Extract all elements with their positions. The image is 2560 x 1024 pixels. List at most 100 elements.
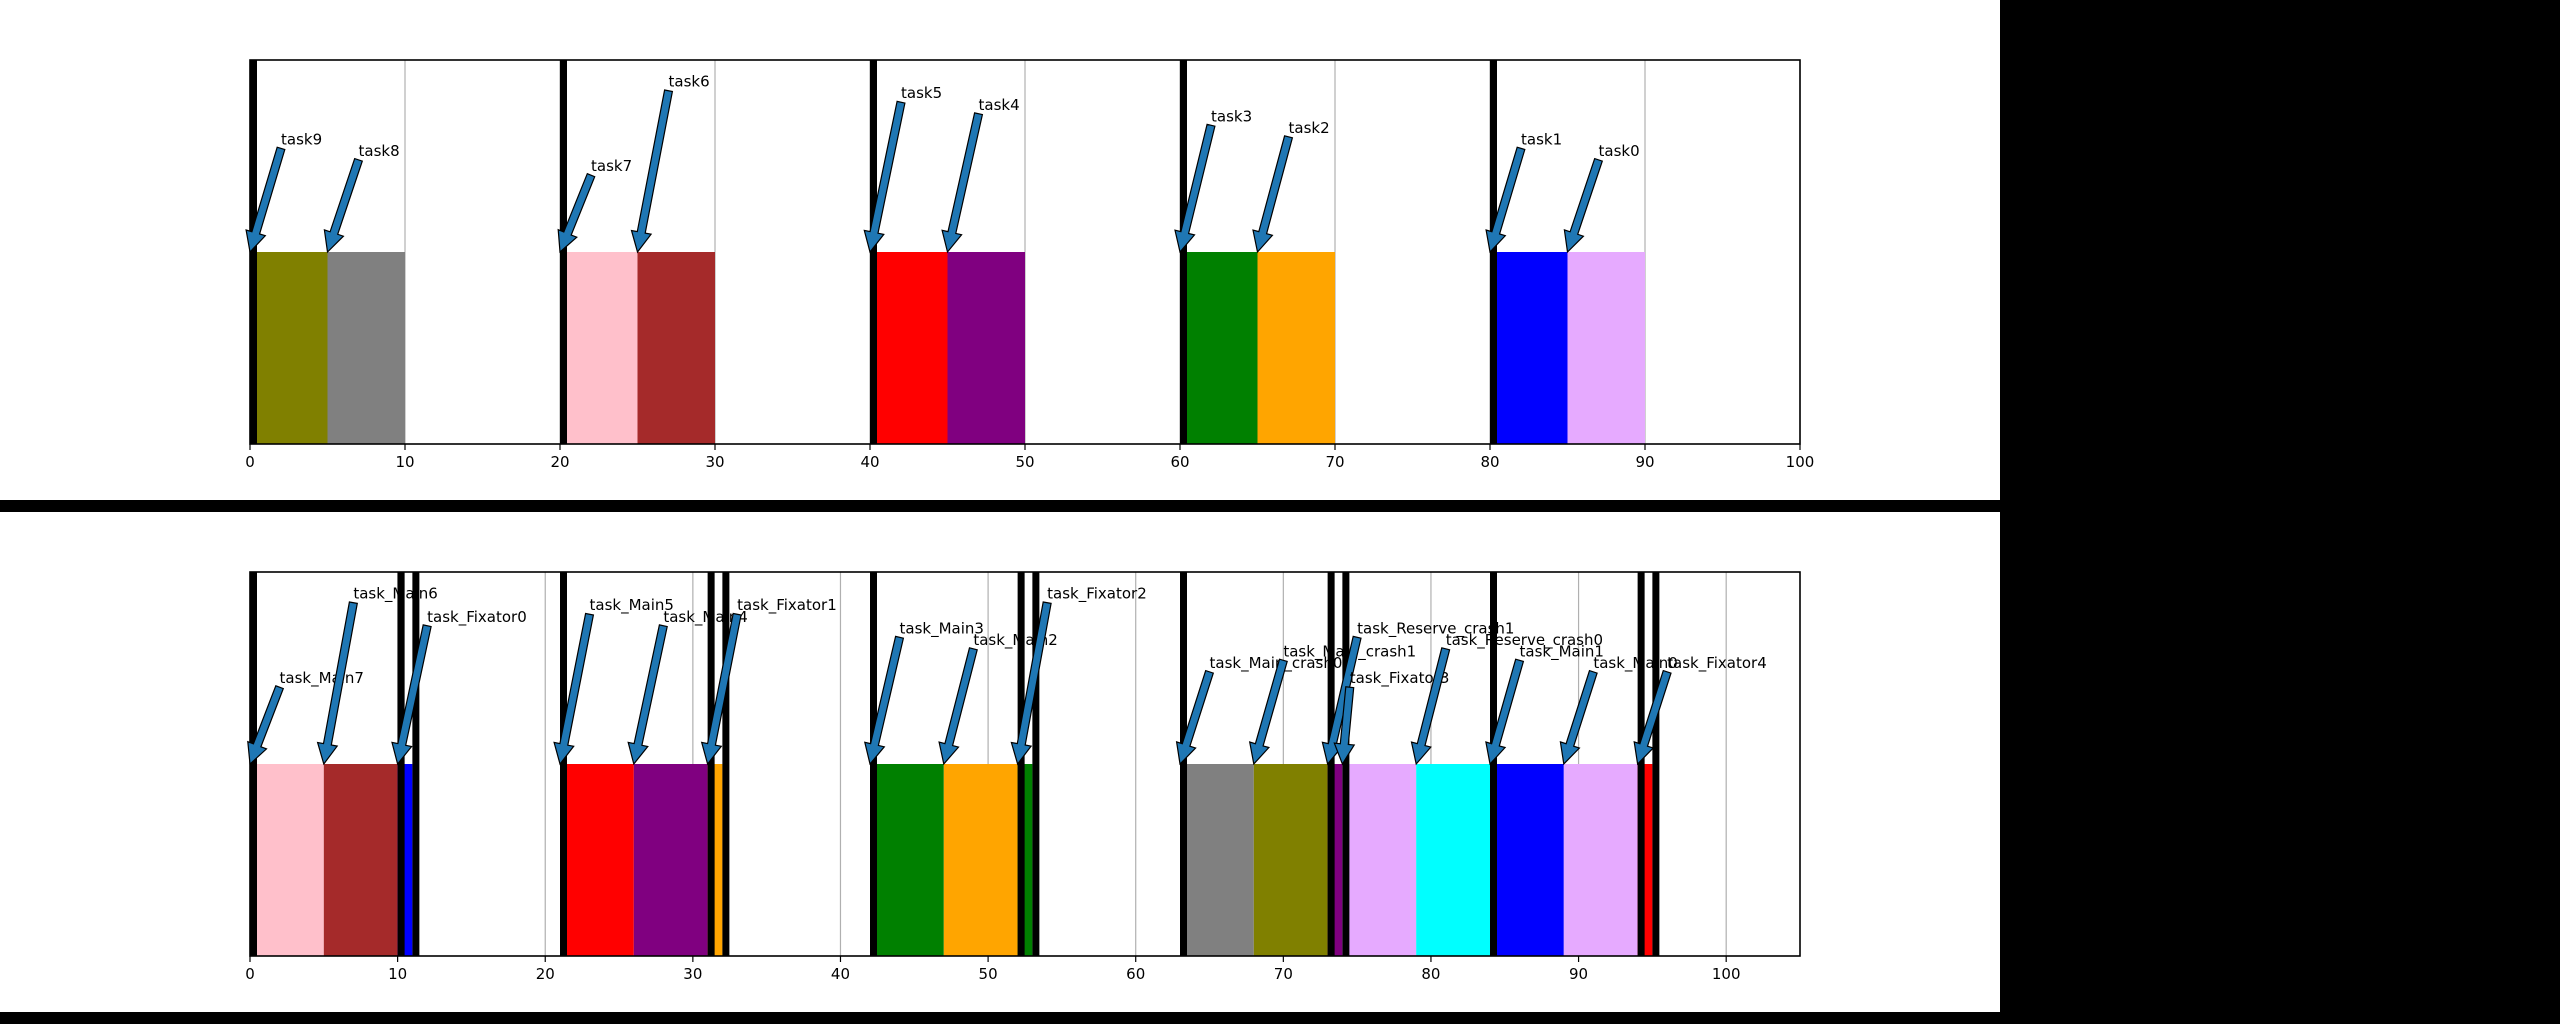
x-tick-label: 60: [1126, 965, 1145, 983]
annotation-label: task_Fixator2: [1047, 585, 1147, 604]
task-bar: [1563, 764, 1638, 956]
annotation-label: task_Main1: [1520, 642, 1604, 661]
annotation-arrow: [245, 146, 286, 254]
task-bar: [1180, 764, 1254, 956]
x-tick-label: 50: [1015, 453, 1034, 471]
marker-line: [412, 572, 420, 956]
x-tick-label: 40: [860, 453, 879, 471]
x-tick-label: 20: [550, 453, 569, 471]
annotation-arrow: [1633, 669, 1672, 766]
marker-line: [1180, 572, 1187, 956]
annotation-arrow: [938, 647, 978, 766]
annotation-label: task7: [591, 157, 632, 175]
annotation-arrow: [1010, 601, 1052, 766]
annotation-arrow: [863, 635, 905, 766]
x-tick-label: 30: [683, 965, 702, 983]
task-bar: [560, 764, 634, 956]
annotation-label: task_Fixator0: [427, 608, 527, 627]
task-bar: [1567, 252, 1645, 444]
annotation-arrow: [316, 601, 358, 766]
x-tick-label: 70: [1325, 453, 1344, 471]
x-tick-label: 90: [1569, 965, 1588, 983]
annotation-arrow: [630, 89, 674, 254]
task-bar: [947, 252, 1025, 444]
annotation-label: task_Fixator3: [1350, 669, 1450, 688]
marker-line: [1637, 572, 1645, 956]
task-bar: [1180, 252, 1258, 444]
annotation-arrow: [323, 157, 364, 254]
annotation-arrow: [627, 624, 668, 766]
task-bar: [1490, 252, 1568, 444]
marker-line: [560, 60, 567, 444]
x-tick-label: 10: [388, 965, 407, 983]
annotation-label: task_Fixator1: [737, 596, 837, 615]
annotation-arrow: [247, 685, 285, 766]
annotation-label: task6: [669, 73, 710, 91]
marker-line: [1032, 572, 1040, 956]
annotation-arrow: [553, 612, 595, 766]
x-tick-label: 0: [245, 453, 255, 471]
task-bar: [560, 252, 638, 444]
x-tick-label: 100: [1786, 453, 1815, 471]
task-bar: [1253, 764, 1328, 956]
x-tick-label: 50: [979, 965, 998, 983]
annotation-label: task_Main7: [280, 669, 364, 688]
annotation-arrow: [391, 624, 432, 766]
panel-separator: [0, 500, 2000, 512]
task-bar: [943, 764, 1018, 956]
annotation-label: task_Fixator4: [1667, 654, 1767, 673]
right-black-panel: [2000, 0, 2560, 1024]
annotation-label: task1: [1521, 130, 1562, 148]
marker-line: [722, 572, 730, 956]
x-tick-label: 70: [1274, 965, 1293, 983]
annotation-label: task_Main_crash0: [1210, 654, 1343, 673]
task-bar: [250, 252, 328, 444]
annotation-arrow: [1175, 669, 1215, 766]
annotation-label: task_Reserve_crash0: [1446, 631, 1603, 650]
x-tick-label: 100: [1712, 965, 1741, 983]
x-tick-label: 80: [1421, 965, 1440, 983]
annotation-arrow: [1485, 146, 1526, 254]
annotation-arrow: [700, 612, 742, 766]
marker-line: [870, 572, 877, 956]
marker-line: [707, 572, 715, 956]
marker-line: [250, 572, 257, 956]
marker-line: [397, 572, 405, 956]
annotation-arrow: [1321, 635, 1362, 766]
annotation-arrow: [1174, 123, 1216, 254]
annotation-label: task_Main6: [353, 585, 437, 604]
x-tick-label: 90: [1635, 453, 1654, 471]
task-bar: [1490, 764, 1564, 956]
annotation-arrow: [1563, 157, 1604, 254]
annotation-label: task_Reserve_crash1: [1357, 619, 1514, 638]
annotation-arrow: [1252, 135, 1294, 254]
marker-line: [1342, 572, 1350, 956]
task-bar: [327, 252, 405, 444]
annotation-label: task_Main4: [663, 608, 747, 627]
annotation-label: task5: [901, 84, 942, 102]
annotation-label: task3: [1211, 107, 1252, 125]
x-tick-label: 60: [1170, 453, 1189, 471]
marker-line: [1490, 572, 1497, 956]
x-tick-label: 10: [395, 453, 414, 471]
annotation-arrow: [1410, 647, 1451, 766]
annotation-label: task4: [979, 96, 1020, 114]
x-tick-label: 0: [245, 965, 255, 983]
marker-line: [1180, 60, 1187, 444]
marker-line: [1017, 572, 1025, 956]
annotation-label: task_Main5: [590, 596, 674, 615]
marker-line: [560, 572, 567, 956]
annotation-label: task9: [281, 130, 322, 148]
annotation-arrow: [1333, 686, 1356, 766]
marker-line: [1327, 572, 1335, 956]
task-bar: [1416, 764, 1490, 956]
marker-line: [870, 60, 877, 444]
x-tick-label: 20: [536, 965, 555, 983]
annotation-arrow: [1485, 658, 1525, 766]
annotation-arrow: [1559, 669, 1598, 766]
task-bar: [1342, 764, 1417, 956]
task-bar: [870, 764, 944, 956]
task-bar: [870, 252, 948, 444]
annotation-label: task2: [1289, 119, 1330, 137]
